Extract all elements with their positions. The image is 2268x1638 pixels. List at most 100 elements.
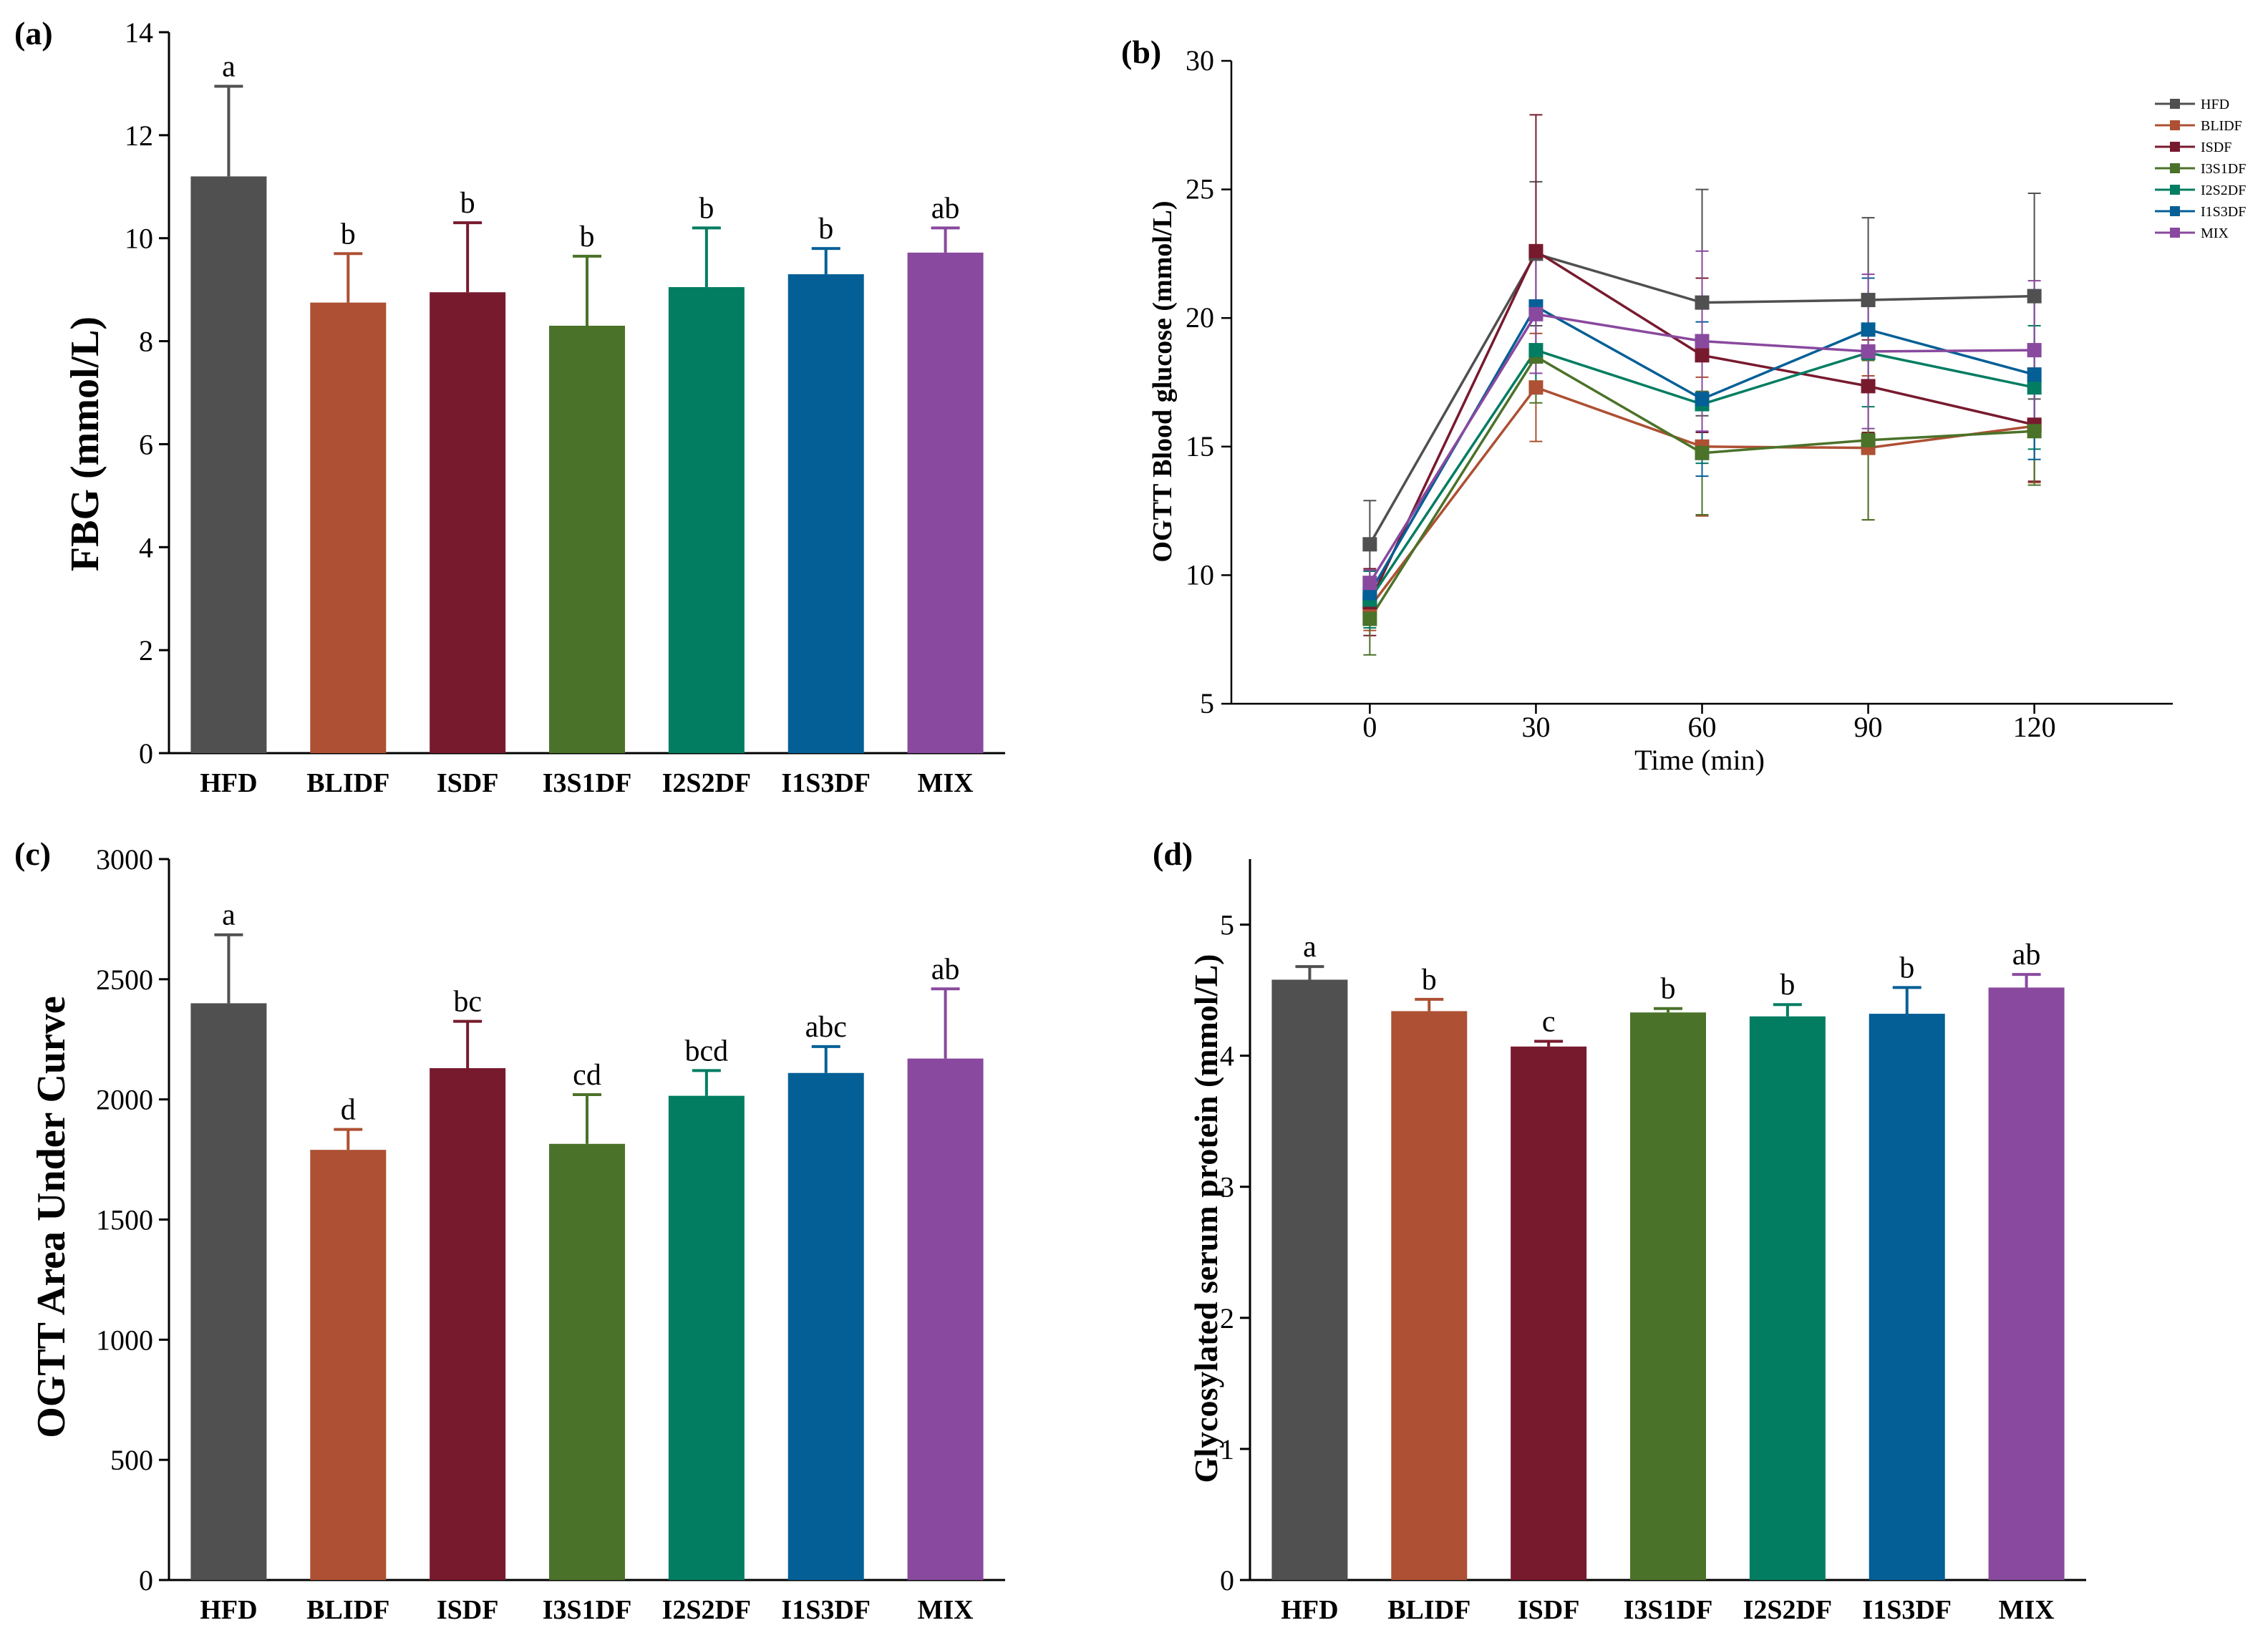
panel-a-label: (a) — [14, 15, 53, 52]
panel-d-x-tick-label-I3S1DF: I3S1DF — [1624, 1595, 1713, 1625]
panel-c-bar-I3S1DF — [549, 1143, 625, 1580]
panel-d-significance-MIX: ab — [2012, 939, 2041, 971]
panel-a-significance-I1S3DF: b — [818, 213, 833, 246]
panel-c-bar-ISDF — [430, 1068, 506, 1580]
panel-a-bar-I2S2DF — [668, 287, 745, 754]
panel-c-y-tick-label-5: 2500 — [96, 964, 153, 996]
panel-d-x-tick-label-HFD: HFD — [1281, 1595, 1338, 1625]
panel-b-marker-MIX-120 — [2027, 343, 2042, 358]
panel-b-legend-label-I1S3DF: I1S3DF — [2201, 204, 2246, 220]
panel-c-x-tick-label-BLIDF: BLIDF — [306, 1595, 389, 1625]
panel-d-significance-BLIDF: b — [1422, 964, 1437, 997]
panel-a-significance-MIX: ab — [931, 192, 960, 225]
panel-b-marker-I1S3DF-90 — [1861, 322, 1876, 337]
panel-a-x-tick-label-HFD: HFD — [200, 768, 257, 798]
panel-b-marker-I3S1DF-120 — [2027, 424, 2042, 439]
panel-b-marker-MIX-90 — [1861, 344, 1876, 359]
panel-b-marker-HFD-0 — [1362, 537, 1377, 552]
panel-a-significance-ISDF: b — [460, 187, 475, 220]
panel-a-fbg-bar-chart: (a) FBG (mmol/L) 0 2 4 6 8 10 12 14 a HFD b BLIDF b I… — [14, 15, 1005, 798]
panel-c-significance-BLIDF: d — [341, 1094, 356, 1127]
panel-c-y-tick-label-1: 500 — [110, 1444, 153, 1476]
panel-b-legend-marker-I1S3DF — [2170, 206, 2180, 216]
panel-a-bar-BLIDF — [310, 302, 387, 753]
panel-c-y-tick-label-0: 0 — [139, 1564, 153, 1596]
panel-a-bar-HFD — [190, 176, 267, 753]
panel-b-marker-BLIDF-30 — [1528, 380, 1544, 395]
panel-a-x-tick-label-ISDF: ISDF — [437, 768, 499, 798]
panel-d-bar-HFD — [1271, 979, 1348, 1580]
panel-b-legend-label-HFD: HFD — [2201, 97, 2229, 112]
panel-c-x-tick-label-I3S1DF: I3S1DF — [543, 1595, 632, 1625]
panel-c-y-tick-label-6: 3000 — [96, 843, 153, 876]
panel-c-x-tick-label-MIX: MIX — [918, 1595, 974, 1625]
panel-b-marker-I3S1DF-60 — [1695, 445, 1710, 460]
panel-b-marker-I2S2DF-120 — [2027, 380, 2042, 395]
panel-b-legend-marker-I2S2DF — [2170, 185, 2180, 195]
panel-a-significance-I2S2DF: b — [699, 192, 714, 225]
panel-a-bar-MIX — [907, 252, 984, 754]
panel-d-bar-I1S3DF — [1869, 1014, 1945, 1580]
panel-a-y-tick-label-5: 10 — [125, 223, 153, 255]
panel-b-x-tick-label-2: 60 — [1688, 711, 1717, 743]
panel-d-significance-ISDF: c — [1542, 1005, 1556, 1038]
panel-b-legend-label-ISDF: ISDF — [2201, 140, 2231, 155]
panel-b-label: (b) — [1121, 34, 1161, 70]
panel-b-marker-I1S3DF-60 — [1695, 392, 1710, 407]
panel-c-significance-I1S3DF: abc — [805, 1011, 847, 1044]
panel-b-y-tick-label-2: 15 — [1186, 430, 1214, 462]
panel-a-y-tick-label-4: 8 — [139, 326, 153, 358]
panel-d-gsp-bar-chart: (d) Glycosylated serum protein (mmol/L) … — [1153, 835, 2086, 1625]
panel-a-bar-I1S3DF — [788, 274, 864, 753]
panel-d-x-tick-label-I1S3DF: I1S3DF — [1862, 1595, 1952, 1625]
panel-c-auc-bar-chart: (c) OGTT Area Under Curve 0 500 1000 1500 20… — [14, 835, 1005, 1625]
panel-c-x-tick-label-ISDF: ISDF — [437, 1595, 499, 1625]
panel-b-marker-I3S1DF-0 — [1362, 611, 1377, 626]
panel-c-significance-I3S1DF: cd — [573, 1059, 601, 1092]
panel-a-y-tick-label-2: 4 — [139, 531, 153, 563]
panel-a-significance-I3S1DF: b — [580, 220, 595, 253]
panel-d-y-axis-label: Glycosylated serum protein (mmol/L) — [1188, 954, 1224, 1483]
panel-a-x-tick-label-MIX: MIX — [918, 768, 974, 798]
panel-b-marker-I1S3DF-120 — [2027, 367, 2042, 382]
panel-b-marker-ISDF-60 — [1695, 348, 1710, 363]
panel-b-y-tick-label-5: 30 — [1186, 44, 1214, 77]
panel-d-bar-I3S1DF — [1630, 1012, 1706, 1580]
panel-d-bar-ISDF — [1511, 1046, 1587, 1580]
panel-d-y-tick-label-1: 1 — [1220, 1433, 1234, 1465]
panel-b-legend-marker-ISDF — [2170, 142, 2180, 152]
panel-c-significance-MIX: ab — [931, 953, 960, 986]
panel-b-legend-marker-I3S1DF — [2170, 163, 2180, 173]
panel-a-y-tick-label-6: 12 — [125, 120, 153, 152]
panel-a-y-tick-label-0: 0 — [139, 737, 153, 770]
panel-d-y-tick-label-0: 0 — [1220, 1564, 1234, 1596]
panel-d-y-tick-label-2: 2 — [1220, 1302, 1234, 1334]
panel-a-x-tick-label-BLIDF: BLIDF — [306, 768, 389, 798]
panel-b-y-tick-label-4: 25 — [1186, 173, 1214, 205]
panel-b-marker-HFD-60 — [1695, 295, 1710, 310]
panel-b-x-tick-label-4: 120 — [2013, 711, 2056, 743]
panel-a-x-tick-label-I3S1DF: I3S1DF — [543, 768, 632, 798]
panel-b-legend-label-I3S1DF: I3S1DF — [2201, 161, 2246, 177]
panel-c-bar-HFD — [190, 1003, 267, 1580]
panel-b-marker-MIX-60 — [1695, 334, 1710, 349]
panel-c-bar-MIX — [907, 1058, 984, 1580]
panel-c-y-tick-label-2: 1000 — [96, 1324, 153, 1356]
panel-c-y-axis-label: OGTT Area Under Curve — [29, 996, 74, 1438]
panel-b-legend-label-MIX: MIX — [2201, 226, 2229, 241]
panel-b-marker-I3S1DF-90 — [1861, 432, 1876, 447]
panel-d-x-tick-label-I2S2DF: I2S2DF — [1743, 1595, 1833, 1625]
panel-a-y-tick-label-7: 14 — [125, 16, 153, 49]
panel-b-legend-label-I2S2DF: I2S2DF — [2201, 183, 2246, 198]
panel-b-y-tick-label-3: 20 — [1186, 301, 1214, 334]
panel-c-y-tick-label-4: 2000 — [96, 1084, 153, 1116]
panel-b-legend-label-BLIDF: BLIDF — [2201, 118, 2242, 134]
panel-b-marker-HFD-90 — [1861, 293, 1876, 308]
panel-a-bar-I3S1DF — [549, 325, 625, 753]
panel-a-y-tick-label-1: 2 — [139, 634, 153, 667]
panel-a-x-tick-label-I2S2DF: I2S2DF — [662, 768, 752, 798]
panel-c-bar-I2S2DF — [668, 1095, 745, 1580]
panel-d-x-tick-label-MIX: MIX — [1999, 1595, 2055, 1625]
panel-c-significance-I2S2DF: bcd — [685, 1034, 729, 1067]
panel-c-significance-HFD: a — [222, 899, 236, 932]
